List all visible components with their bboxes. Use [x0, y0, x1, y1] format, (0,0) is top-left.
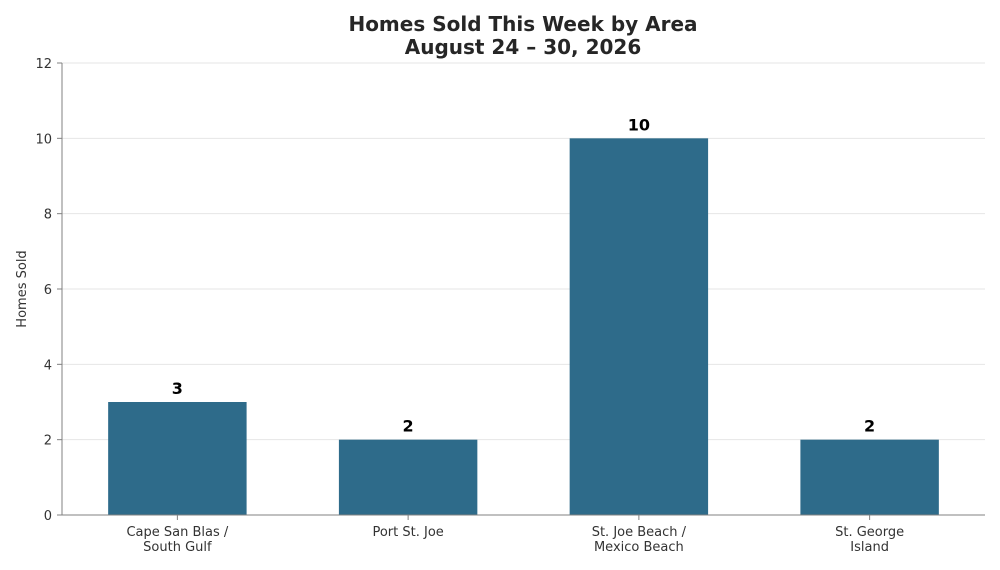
x-tick-label-line: Mexico Beach: [594, 540, 684, 555]
x-tick-label-line: St. Joe Beach /: [592, 525, 687, 540]
y-tick-label: 4: [44, 358, 52, 373]
x-tick-label: Port St. Joe: [372, 525, 443, 540]
bar: [108, 402, 247, 515]
data-label: 3: [172, 379, 183, 398]
bar: [800, 439, 939, 515]
x-tick-label-line: St. George: [835, 525, 904, 540]
data-labels: 3 2 10 2: [172, 115, 875, 435]
x-tick-label: Cape San Blas / South Gulf: [126, 525, 228, 555]
y-ticks: 0 2 4 6 8 10 12: [35, 57, 62, 524]
chart-title-line-2: August 24 – 30, 2026: [405, 35, 642, 59]
y-tick-label: 10: [35, 132, 52, 147]
x-tick-label: St. Joe Beach / Mexico Beach: [592, 525, 687, 555]
bars: [108, 138, 939, 516]
x-tick-label-line: Port St. Joe: [372, 525, 443, 540]
data-label: 10: [628, 115, 650, 134]
x-ticks: Cape San Blas / South Gulf Port St. Joe St.…: [126, 515, 904, 555]
y-tick-label: 6: [44, 283, 52, 298]
y-tick-label: 0: [44, 509, 52, 524]
y-tick-label: 12: [35, 57, 52, 72]
bar: [338, 439, 478, 515]
x-tick-label-line: Cape San Blas /: [126, 525, 228, 540]
chart-title: Homes Sold This Week by Area August 24 –…: [348, 12, 697, 59]
x-tick-label-line: Island: [850, 540, 889, 555]
bar: [569, 138, 709, 516]
y-axis-label: Homes Sold: [15, 250, 30, 327]
gridlines: [62, 62, 985, 441]
y-tick-label: 2: [44, 434, 52, 449]
data-label: 2: [864, 417, 875, 436]
y-tick-label: 8: [44, 208, 52, 223]
x-tick-label: St. George Island: [835, 525, 904, 555]
x-tick-label-line: South Gulf: [143, 540, 212, 555]
chart-title-line-1: Homes Sold This Week by Area: [348, 12, 697, 36]
data-label: 2: [403, 417, 414, 436]
